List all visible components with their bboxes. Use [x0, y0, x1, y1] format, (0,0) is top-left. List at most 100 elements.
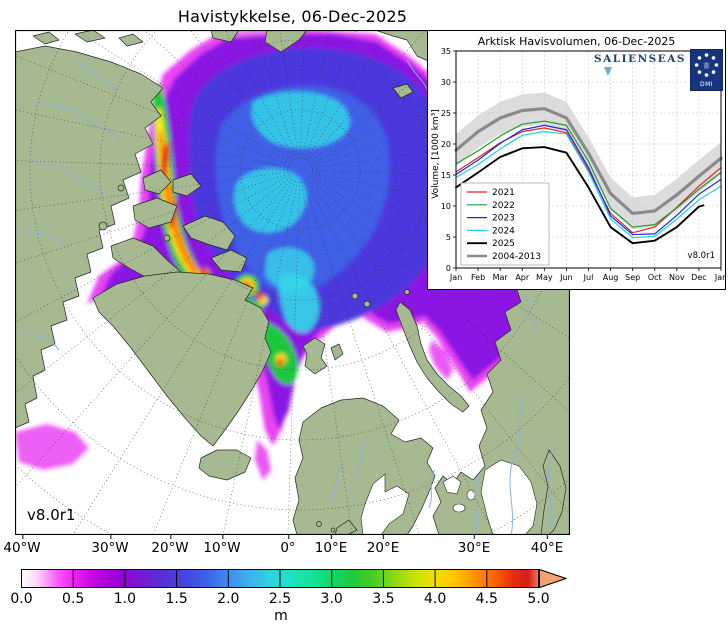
land-island — [392, 83, 414, 99]
x-tick-label: Jun — [559, 273, 573, 282]
y-tick-label: 30 — [441, 78, 451, 87]
land-island — [118, 33, 144, 47]
land-denmark — [334, 519, 358, 535]
y-tick-label: 25 — [441, 109, 451, 118]
land-islet — [98, 221, 108, 231]
colorbar-tick-label: 3.0 — [320, 591, 343, 607]
x-tick-label: May — [536, 273, 553, 282]
x-tick-label: Sep — [625, 273, 640, 282]
y-tick-label: 15 — [441, 171, 451, 180]
dmi-logo-label: DMI — [699, 81, 714, 88]
land-archipelago-island — [210, 249, 248, 273]
colorbar-ticks — [72, 569, 488, 588]
series-line-2024 — [455, 130, 722, 239]
colorbar-tick-label: 0.5 — [62, 591, 85, 607]
land-islet — [351, 292, 359, 300]
series-line-2025 — [455, 146, 705, 245]
land-island — [32, 31, 60, 45]
dmi-logo: ♕ DMI — [690, 49, 723, 91]
x-tick-label: Oct — [648, 273, 662, 282]
chart-title: Arktisk Havisvolumen, 06-Dec-2025 — [477, 35, 676, 48]
longitude-axis: 40°W 30°W 20°W 10°W 0° 10°E 20°E 30°E 40°E — [3, 535, 570, 556]
colorbar-tick-label: 1.0 — [113, 591, 137, 607]
salienseas-logo: SALIENSEAS — [594, 53, 686, 65]
x-tick-label: Mar — [493, 273, 509, 282]
y-tick-label: 10 — [441, 202, 451, 211]
series-line-2023 — [455, 124, 722, 236]
y-tick-label: 5 — [446, 233, 451, 242]
lon-tick-label: 10°E — [314, 535, 348, 556]
land-islet — [404, 289, 410, 295]
colorbar-tick-label: 5.0 — [527, 591, 550, 607]
colorbar-tick-label: 2.5 — [268, 591, 292, 607]
series-line-2004-2013 — [454, 107, 723, 216]
land-islet — [363, 300, 371, 308]
series-line-2022 — [455, 120, 722, 228]
water-cutouts — [360, 459, 538, 535]
legend-label: 2023 — [492, 214, 515, 224]
lon-tick-label: 10°W — [203, 535, 241, 556]
volume-chart-panel: Arktisk Havisvolumen, 06-Dec-2025 Volume… — [427, 30, 726, 290]
land-greenland — [92, 271, 272, 447]
rivers-layer — [24, 59, 556, 535]
legend-label: 2025 — [492, 239, 515, 249]
colorbar-tick-label: 3.5 — [372, 591, 395, 607]
baltic-sea — [360, 473, 410, 535]
x-tick-label: Aug — [603, 273, 619, 282]
lake — [452, 503, 466, 513]
salienseas-anchor-icon — [604, 67, 612, 76]
land-archipelago-island — [142, 169, 172, 195]
land-svalbard — [330, 343, 344, 361]
legend-label: 2024 — [492, 226, 515, 236]
colorbar-overflow-arrow — [539, 569, 567, 589]
white-sea — [442, 475, 462, 495]
chart-version-label: v8.0r1 — [687, 251, 715, 261]
page-title: Havistykkelse, 06-Dec-2025 — [177, 7, 408, 26]
x-tick-label: Feb — [471, 273, 485, 282]
x-tick-label: Jul — [583, 273, 594, 282]
land-islet — [316, 521, 322, 527]
lon-tick-label: 30°W — [91, 535, 129, 556]
colorbar-tick-label: 1.5 — [165, 591, 188, 607]
dmi-crown-dots-icon: ♕ — [694, 53, 719, 77]
lon-tick-label: 30°E — [457, 535, 491, 556]
land-overlay — [334, 449, 567, 535]
colorbar-unit-label: m — [274, 608, 288, 624]
land-islet — [330, 527, 336, 533]
y-tick-label: 35 — [441, 47, 451, 56]
land-island — [74, 30, 106, 43]
legend-label: 2021 — [492, 188, 515, 198]
y-tick-label: 0 — [446, 264, 451, 273]
colorbar-tick-label: 2.0 — [217, 591, 240, 607]
colorbar-tick-label: 4.0 — [423, 591, 447, 607]
legend-label: 2004-2013 — [492, 252, 541, 262]
colorbar-tick-label: 4.5 — [475, 591, 498, 607]
land-svalbard — [302, 337, 328, 375]
colorbar-tick-label: 0.0 — [10, 591, 33, 607]
lon-tick-label: 40°W — [3, 535, 41, 556]
land-chukotka — [264, 30, 308, 53]
colorbar-labels: 0.0 0.5 1.0 1.5 2.0 2.5 3.0 3.5 4.0 4.5 5.0 — [10, 591, 567, 607]
lon-tick-label: 20°W — [151, 535, 189, 556]
land-island — [210, 30, 240, 43]
land-islet — [117, 184, 125, 192]
land-north-america — [15, 45, 164, 429]
x-tick-label: Dec — [691, 273, 706, 282]
lon-tick-label: 20°E — [366, 535, 400, 556]
land-islet — [163, 234, 171, 242]
x-tick-label: Jan — [714, 273, 725, 282]
legend-label: 2022 — [492, 201, 515, 211]
y-tick-label: 20 — [441, 140, 451, 149]
x-tick-label: Apr — [515, 273, 530, 282]
x-tick-label: Jan — [449, 273, 462, 282]
chart-legend: 2021 2022 2023 2024 2025 2004-2013 — [460, 182, 550, 266]
svg-text:♕: ♕ — [702, 62, 710, 72]
land-yamal — [540, 449, 567, 535]
land-iceland — [198, 449, 252, 481]
thickness-colorbar — [21, 569, 567, 589]
land-archipelago-island — [182, 215, 236, 251]
land-archipelago-island — [132, 197, 178, 229]
lake — [466, 489, 476, 501]
lon-tick-label: 40°E — [530, 535, 564, 556]
